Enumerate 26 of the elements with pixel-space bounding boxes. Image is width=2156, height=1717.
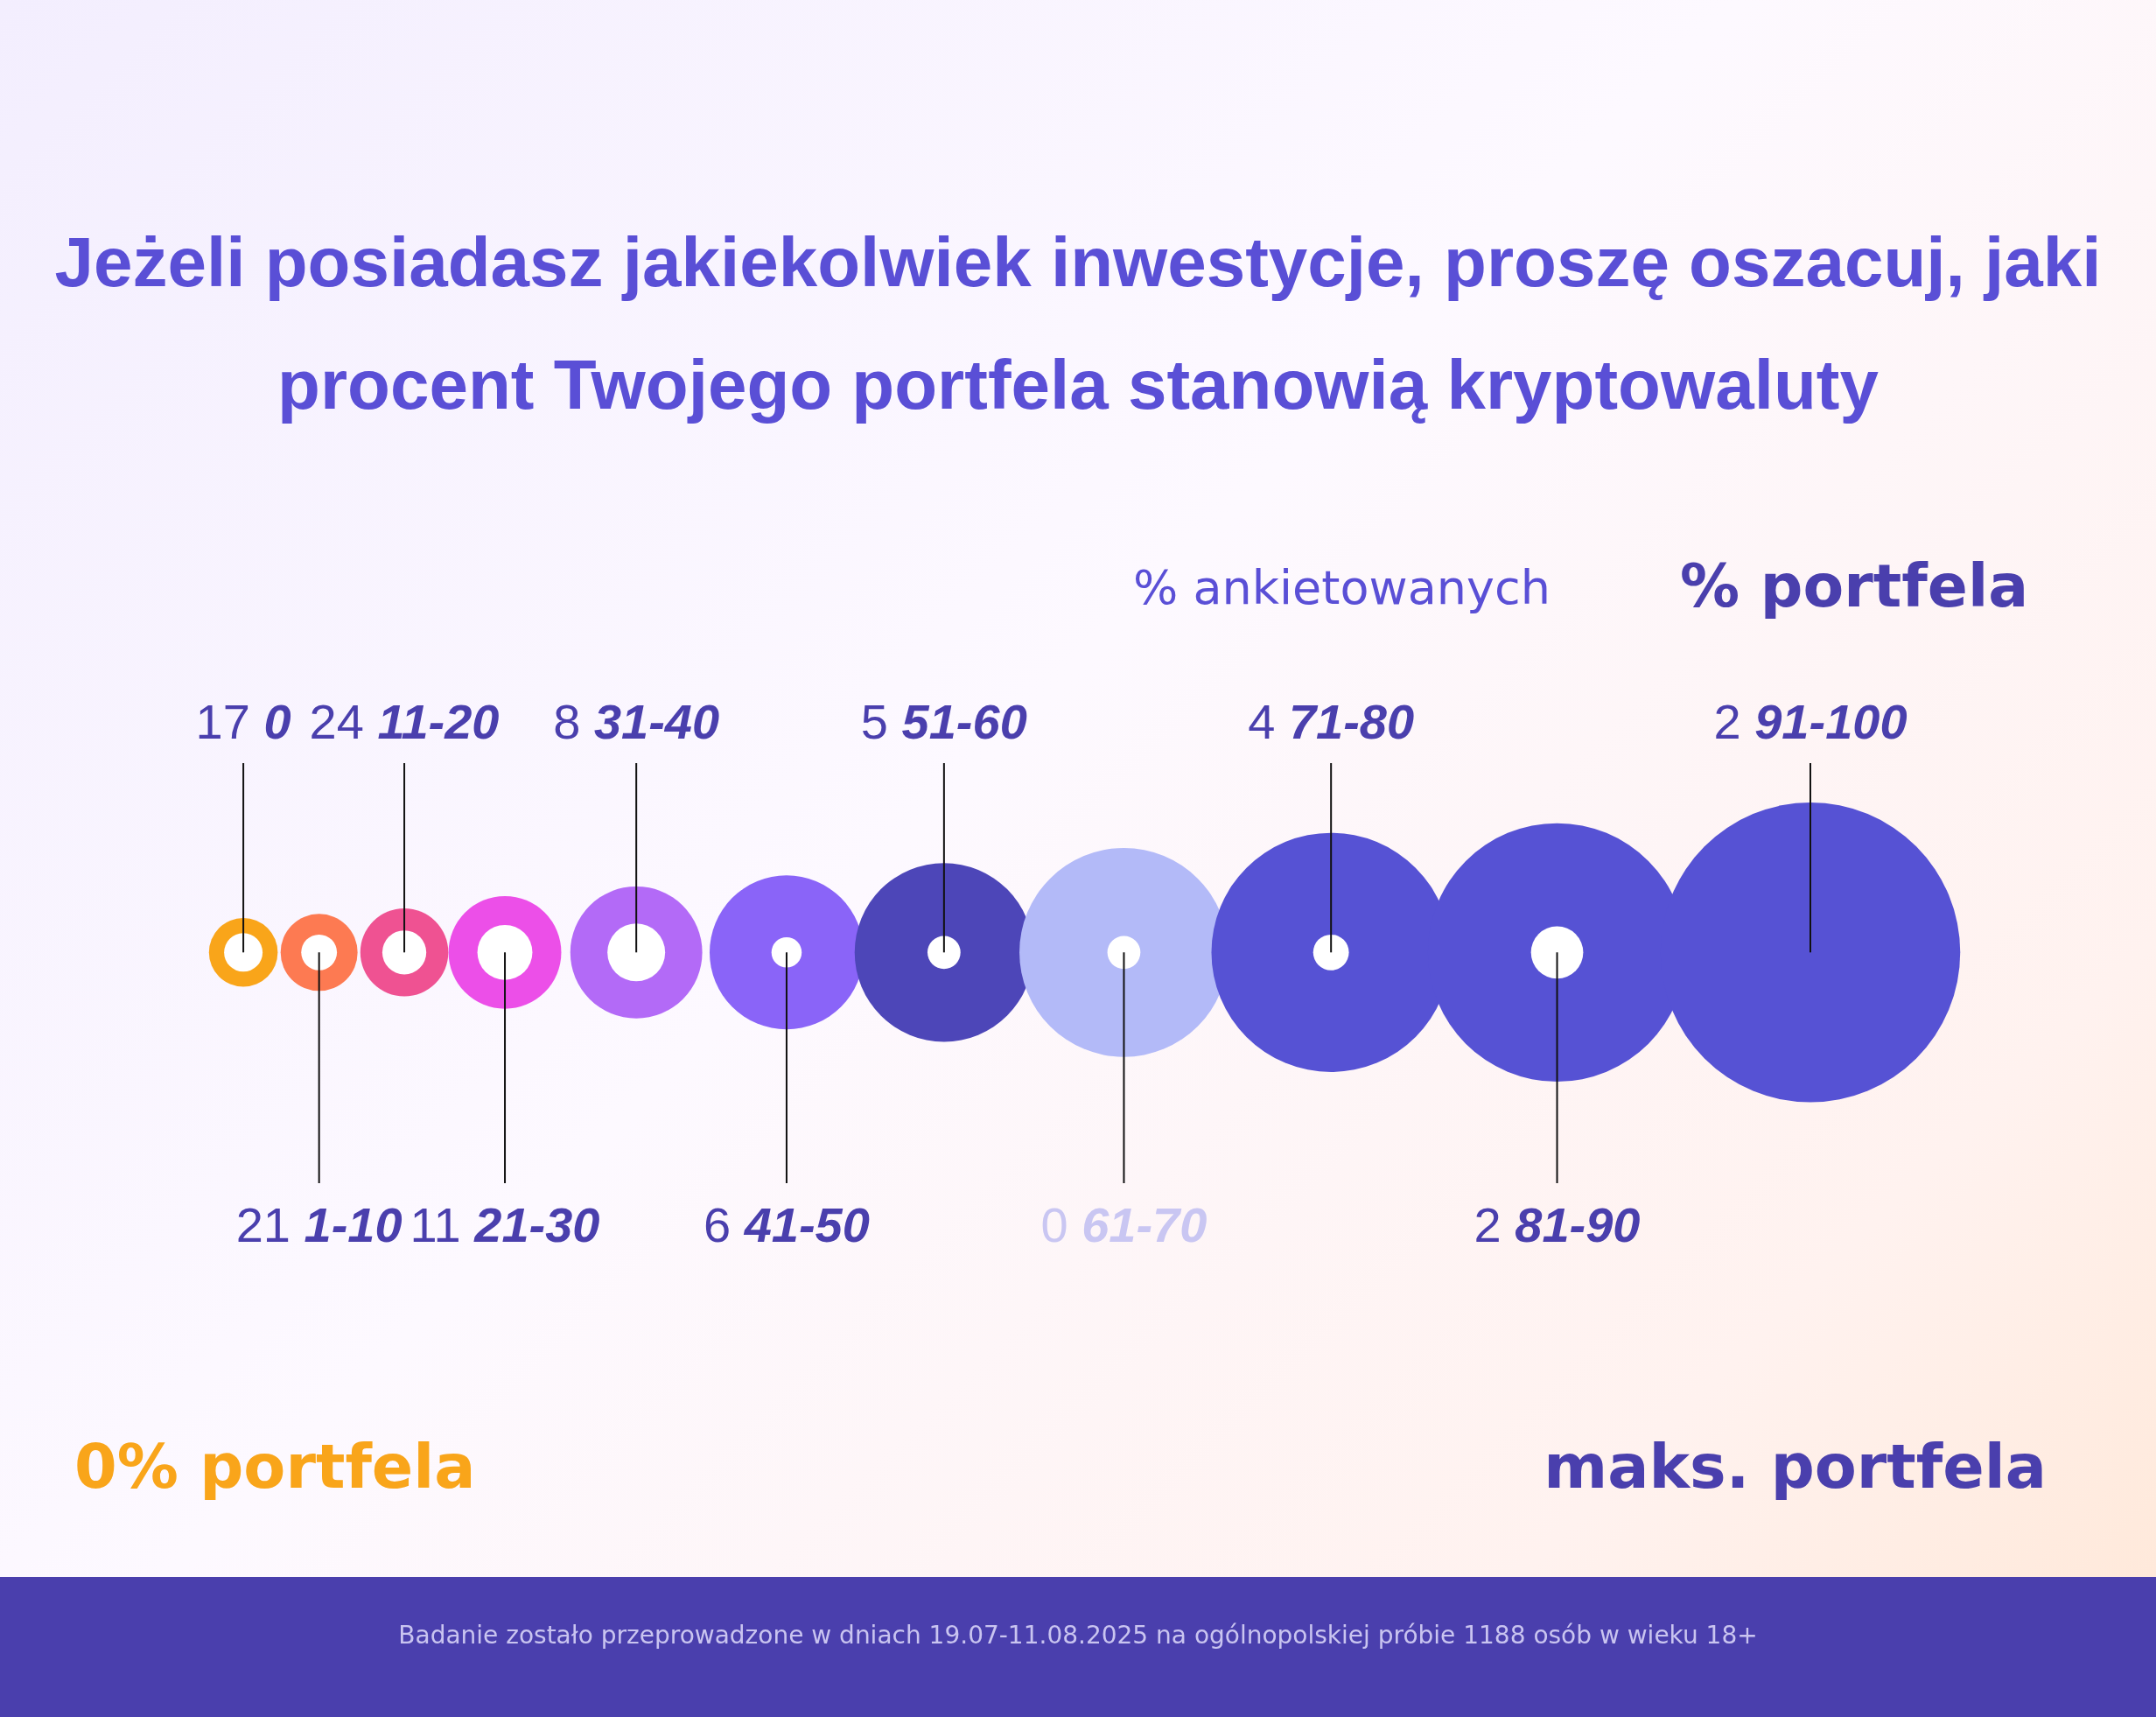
category-label: 41-50 [744,1197,870,1252]
category-label: 71-80 [1288,694,1415,749]
data-label: 6 [703,1197,732,1252]
category-label: 21-30 [474,1197,600,1252]
text: % portfela [1680,551,2029,620]
category-label: 31-40 [593,694,720,749]
data-label: 11 [410,1197,461,1252]
category-label: 0 [263,694,291,749]
data-label: 8 [553,694,581,749]
data-label: 4 [1248,694,1276,749]
data-label: 21 [235,1197,290,1252]
category-label: 91-100 [1754,694,1908,749]
data-label: 5 [860,694,889,749]
data-label: 17 [195,694,250,749]
text: Badanie zostało przeprowadzone w dniach 19.07-11.08.2025 na ogólnopolskiej próbie 1188 osób w wieku 18+ [397,1621,1759,1650]
text: maks. portfela [1544,1431,2047,1503]
data-label: 24 [309,694,364,749]
text: % ankietowanych [1133,560,1550,615]
data-label: 2 [1474,1197,1502,1252]
data-label: 2 [1713,694,1741,749]
category-label: 81-90 [1515,1197,1641,1252]
text: 0% portfela [74,1431,476,1503]
category-label: 11-20 [377,694,500,749]
text: Jeżeli posiadasz jakiekolwiek inwestycje, proszę oszacuj, jaki procent Twojego portfela stanowią kryptowaluty [53,222,2103,425]
category-label: 1-10 [304,1197,402,1252]
category-label: 51-60 [901,694,1027,749]
